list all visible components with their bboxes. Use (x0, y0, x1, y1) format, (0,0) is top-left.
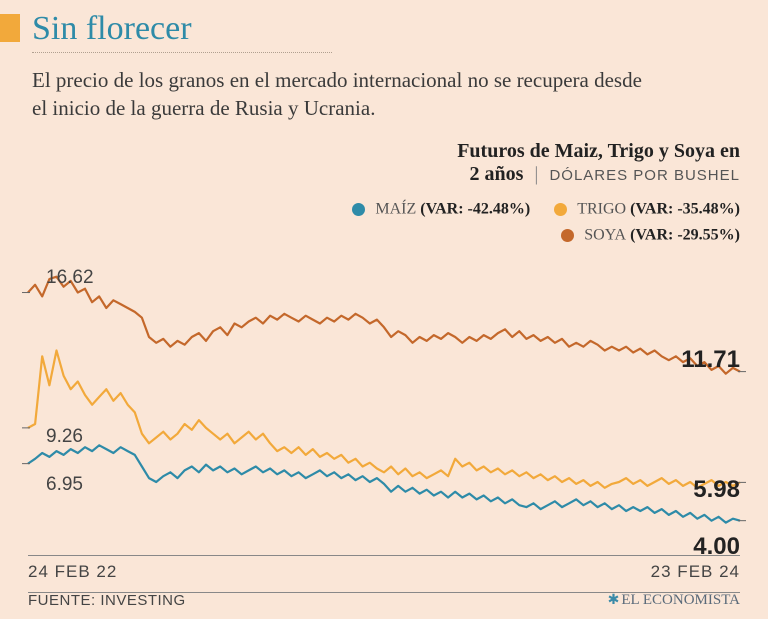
legend-dot-icon (554, 203, 567, 216)
legend-item-soya: SOYA (VAR: -29.55%) (561, 222, 740, 248)
chart-header-unit: DÓLARES POR BUSHEL (549, 167, 740, 184)
source-label: FUENTE: INVESTING (28, 592, 186, 609)
legend: MAÍZ (VAR: -42.48%) TRIGO (VAR: -35.48%)… (332, 196, 740, 248)
legend-dot-icon (561, 229, 574, 242)
accent-block (0, 14, 20, 42)
x-axis-start: 24 FEB 22 (28, 562, 117, 582)
series-trigo (28, 351, 740, 488)
series-soya (28, 277, 740, 374)
chart-header: Futuros de Maiz, Trigo y Soya en 2 años … (457, 140, 740, 186)
x-axis-line (28, 555, 740, 556)
end-value-maiz: 4.00 (693, 533, 740, 561)
line-chart (28, 250, 740, 540)
legend-item-maiz: MAÍZ (VAR: -42.48%) (352, 196, 530, 222)
x-axis-end: 23 FEB 24 (651, 562, 740, 582)
legend-item-trigo: TRIGO (VAR: -35.48%) (554, 196, 740, 222)
brand-icon: ✱ (608, 593, 620, 608)
end-value-soya: 11.71 (681, 346, 740, 374)
brand-label: ✱EL ECONOMISTA (608, 592, 740, 609)
start-value-maiz: 6.95 (46, 474, 83, 496)
chart-subtitle: El precio de los granos en el mercado in… (32, 66, 642, 123)
chart-header-sep: | (534, 163, 538, 185)
chart-header-line1: Futuros de Maiz, Trigo y Soya en (457, 140, 740, 163)
chart-header-line2: 2 años (470, 163, 524, 185)
chart-svg (28, 250, 740, 540)
chart-title: Sin florecer (32, 10, 332, 53)
start-value-trigo: 9.26 (46, 426, 83, 448)
start-value-soya: 16.62 (46, 267, 94, 289)
end-value-trigo: 5.98 (693, 476, 740, 504)
legend-dot-icon (352, 203, 365, 216)
